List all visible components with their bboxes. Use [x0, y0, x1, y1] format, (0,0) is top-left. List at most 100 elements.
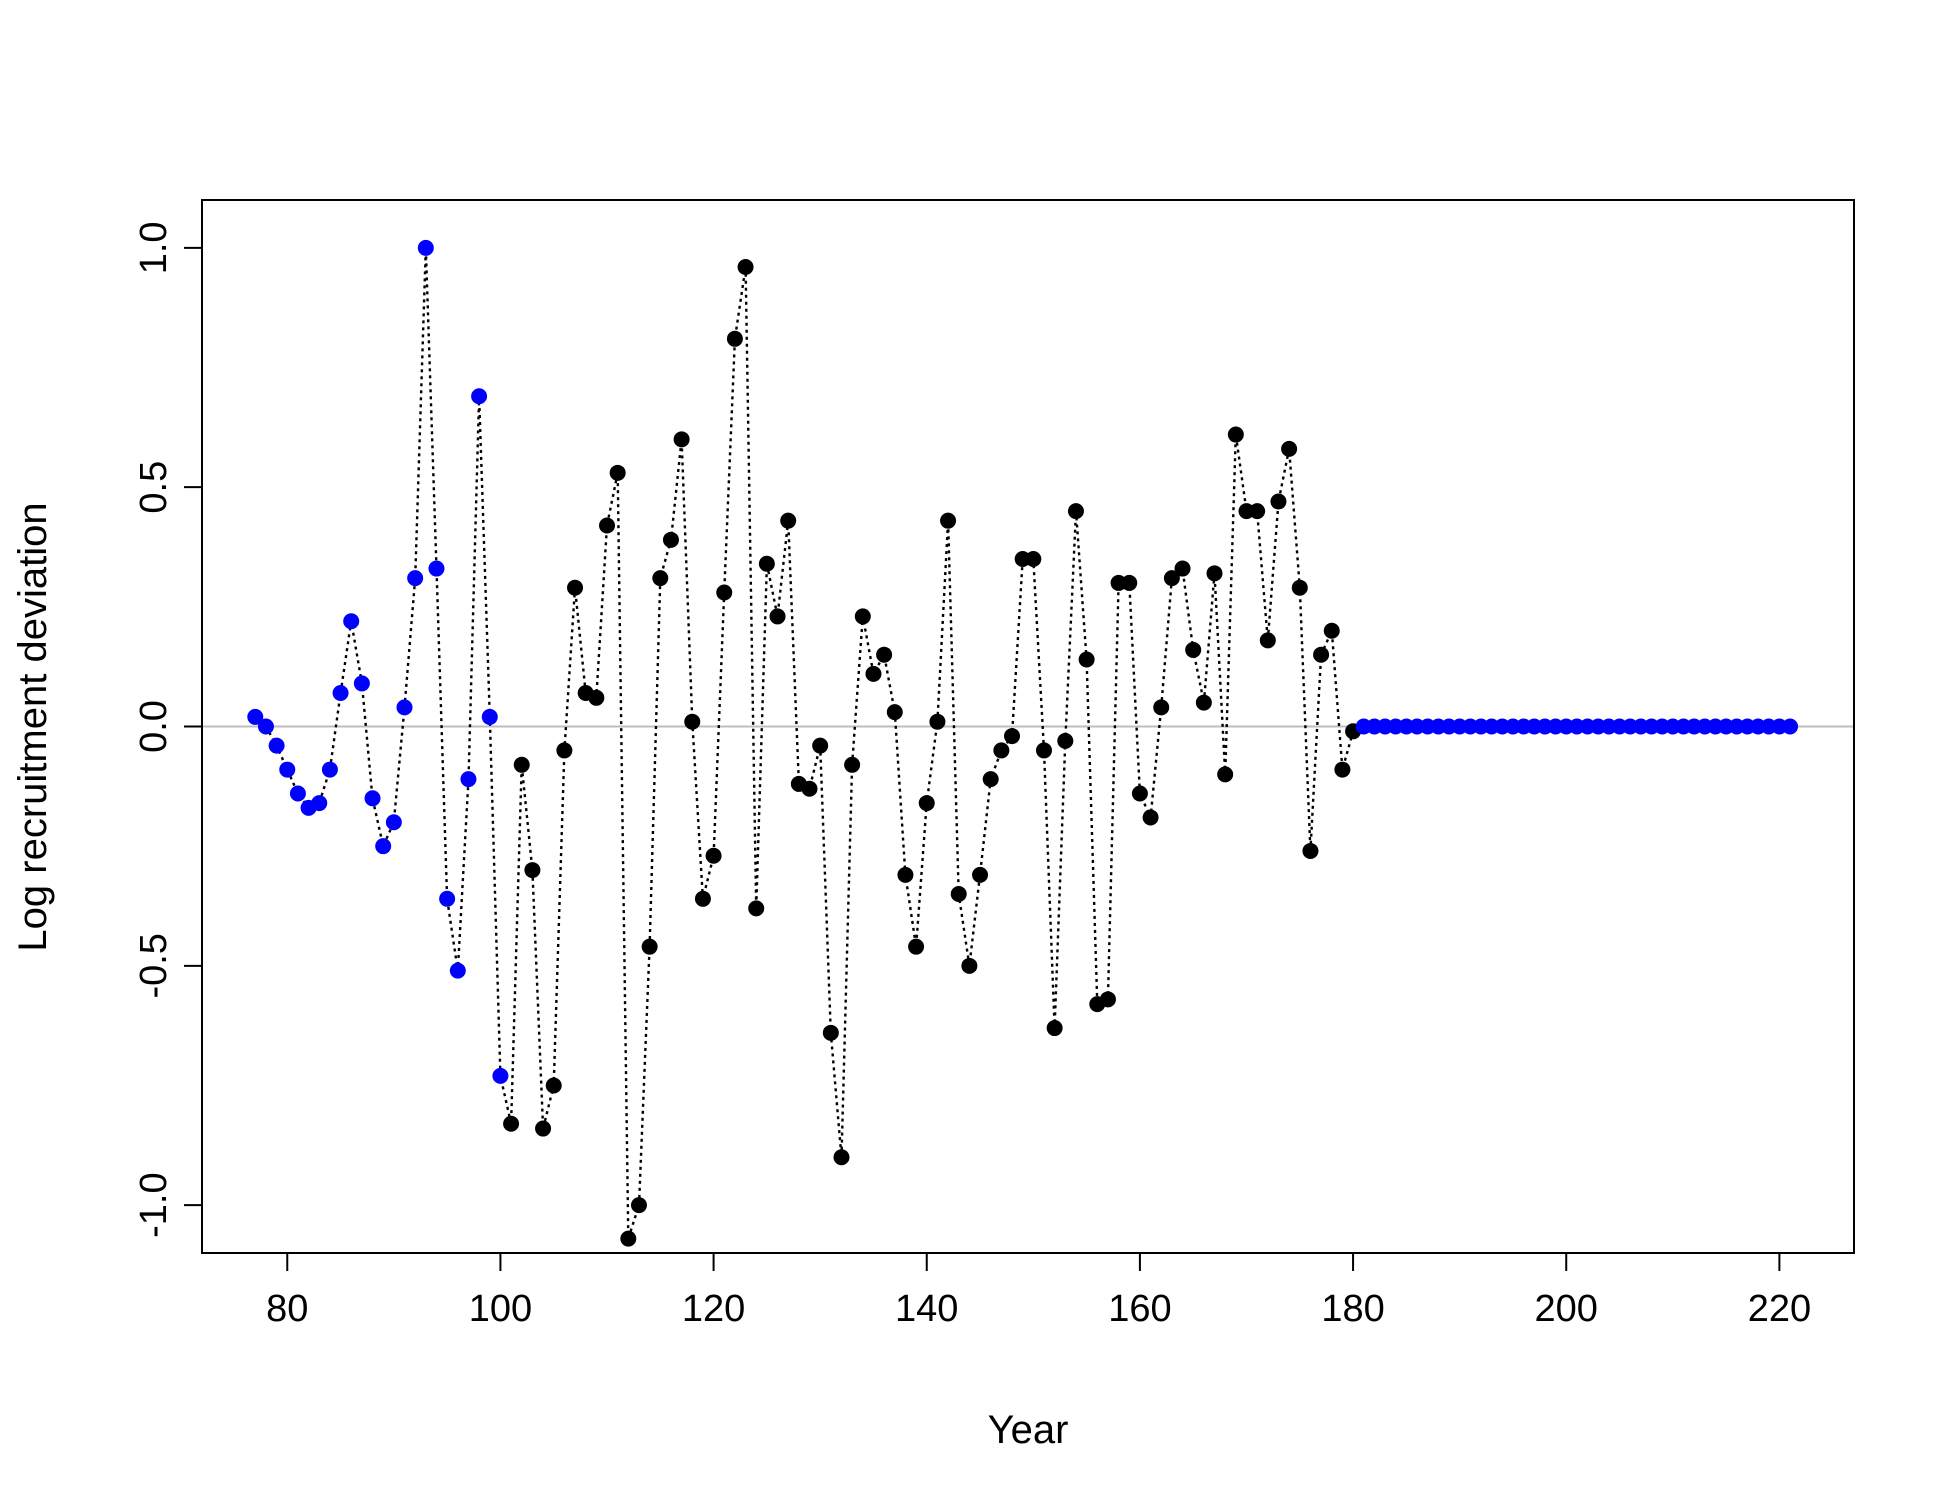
- data-point-main: [1270, 493, 1287, 510]
- data-point-main: [1099, 991, 1116, 1008]
- data-point-main: [1291, 579, 1308, 596]
- data-point-main: [673, 431, 690, 448]
- data-point-early: [471, 388, 488, 405]
- data-point-main: [897, 866, 914, 883]
- data-point-main: [1249, 503, 1266, 520]
- x-tick-label: 100: [469, 1288, 532, 1330]
- data-point-main: [694, 890, 711, 907]
- data-point-main: [844, 756, 861, 773]
- data-point-early: [460, 771, 477, 788]
- data-point-main: [1185, 641, 1202, 658]
- data-point-main: [1227, 426, 1244, 443]
- data-point-main: [556, 742, 573, 759]
- data-point-early: [417, 239, 434, 256]
- data-point-main: [865, 665, 882, 682]
- data-point-main: [1334, 761, 1351, 778]
- data-point-main: [833, 1149, 850, 1166]
- data-point-main: [1004, 728, 1021, 745]
- y-axis: -1.0 -0.5 0.0 0.5 1.0: [133, 221, 203, 1238]
- data-point-main: [961, 957, 978, 974]
- data-point-main: [1259, 632, 1276, 649]
- data-point-main: [1174, 560, 1191, 577]
- y-tick-label: -1.0: [133, 1172, 175, 1237]
- data-point-main: [1153, 699, 1170, 716]
- data-point-main: [1206, 565, 1223, 582]
- data-point-early: [449, 962, 466, 979]
- data-point-early: [364, 790, 381, 807]
- data-point-main: [812, 737, 829, 754]
- data-point-main: [1302, 842, 1319, 859]
- data-point-main: [726, 330, 743, 347]
- points-layer: [247, 239, 1799, 1247]
- data-point-main: [780, 512, 797, 529]
- x-tick-label: 140: [895, 1288, 958, 1330]
- x-tick-label: 80: [266, 1288, 308, 1330]
- data-point-main: [620, 1230, 637, 1247]
- data-point-main: [854, 608, 871, 625]
- data-point-early: [268, 737, 285, 754]
- data-point-main: [609, 464, 626, 481]
- data-point-early: [311, 795, 328, 812]
- y-tick-label: 1.0: [133, 221, 175, 274]
- x-tick-label: 160: [1108, 1288, 1171, 1330]
- data-point-early: [321, 761, 338, 778]
- data-point-main: [801, 780, 818, 797]
- data-point-main: [950, 886, 967, 903]
- data-point-early: [439, 890, 456, 907]
- x-tick-label: 120: [682, 1288, 745, 1330]
- data-point-main: [652, 570, 669, 587]
- data-point-main: [758, 555, 775, 572]
- data-point-main: [737, 259, 754, 276]
- x-tick-label: 180: [1321, 1288, 1384, 1330]
- data-point-early: [428, 560, 445, 577]
- data-point-early: [353, 675, 370, 692]
- data-point-main: [1313, 646, 1330, 663]
- data-point-early: [332, 684, 349, 701]
- data-point-main: [982, 771, 999, 788]
- data-point-main: [993, 742, 1010, 759]
- data-point-main: [641, 938, 658, 955]
- data-point-early: [407, 570, 424, 587]
- data-point-early: [375, 838, 392, 855]
- data-point-main: [513, 756, 530, 773]
- y-tick-label: -0.5: [133, 933, 175, 998]
- data-point-early: [396, 699, 413, 716]
- data-point-main: [524, 862, 541, 879]
- data-point-main: [684, 713, 701, 730]
- data-point-main: [972, 866, 989, 883]
- data-point-main: [1142, 809, 1159, 826]
- data-point-early: [289, 785, 306, 802]
- data-point-main: [1323, 622, 1340, 639]
- data-point-early: [343, 613, 360, 630]
- data-point-main: [1057, 732, 1074, 749]
- data-point-main: [1025, 550, 1042, 567]
- data-point-early: [492, 1067, 509, 1084]
- y-tick-label: 0.0: [133, 700, 175, 753]
- data-point-main: [545, 1077, 562, 1094]
- x-axis-title: Year: [988, 1408, 1069, 1452]
- x-tick-label: 200: [1535, 1288, 1598, 1330]
- data-point-main: [929, 713, 946, 730]
- data-point-main: [748, 900, 765, 917]
- data-point-early: [279, 761, 296, 778]
- data-point-main: [769, 608, 786, 625]
- data-point-main: [1046, 1020, 1063, 1037]
- data-point-main: [1067, 503, 1084, 520]
- data-point-main: [1131, 785, 1148, 802]
- x-axis: 80 100 120 140 160 180 200 220: [266, 1252, 1811, 1330]
- data-point-main: [1035, 742, 1052, 759]
- data-point-early: [257, 718, 274, 735]
- data-point-main: [1281, 440, 1298, 457]
- data-point-main: [1121, 574, 1138, 591]
- data-point-main: [588, 689, 605, 706]
- y-tick-label: 0.5: [133, 461, 175, 514]
- data-point-forecast: [1782, 718, 1799, 735]
- data-point-main: [1195, 694, 1212, 711]
- data-point-early: [385, 814, 402, 831]
- data-point-main: [1163, 570, 1180, 587]
- x-tick-label: 220: [1748, 1288, 1811, 1330]
- data-point-main: [940, 512, 957, 529]
- data-point-early: [247, 708, 264, 725]
- y-axis-title: Log recruitment deviation: [11, 502, 55, 951]
- data-point-main: [918, 795, 935, 812]
